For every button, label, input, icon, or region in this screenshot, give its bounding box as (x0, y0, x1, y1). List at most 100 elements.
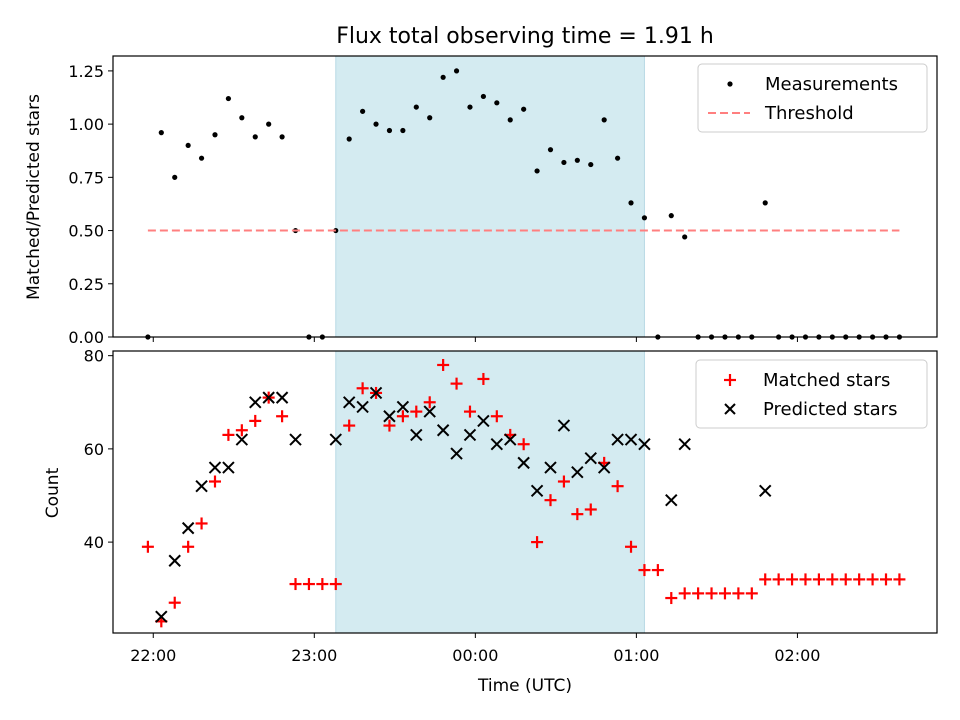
predicted-star-point (584, 451, 597, 465)
predicted-star-point (490, 438, 504, 451)
measurement-point (427, 115, 433, 121)
top-panel-frame (112, 55, 938, 338)
measurement-point (762, 200, 768, 206)
measurement-point (453, 68, 460, 74)
matched-star-point (772, 573, 785, 586)
measurement-point (494, 100, 500, 106)
legend-marker-predicted (724, 403, 736, 415)
matched-star-point (356, 382, 369, 395)
predicted-star-point (678, 438, 691, 451)
predicted-star-point (235, 433, 249, 446)
y-tick-label: 1.25 (68, 62, 104, 81)
predicted-star-point (369, 386, 383, 400)
predicted-star-point (436, 424, 450, 437)
measurement-point (386, 127, 393, 134)
measurement-point (682, 234, 688, 240)
y-tick-label: 1.00 (68, 115, 104, 134)
matched-star-point (718, 587, 731, 600)
measurement-point (266, 121, 272, 127)
legend-marker-matched (724, 374, 736, 386)
predicted-star-point (396, 400, 410, 414)
matched-star-point (531, 536, 544, 549)
legend-label-threshold: Threshold (764, 103, 854, 124)
measurement-point (561, 159, 567, 166)
predicted-star-point (275, 391, 289, 404)
matched-star-point (745, 587, 758, 600)
measurement-point (521, 106, 527, 112)
predicted-star-point (168, 554, 181, 567)
measurement-point (413, 104, 419, 110)
predicted-star-point (383, 410, 396, 423)
measurement-point (628, 200, 634, 206)
predicted-star-point (262, 391, 275, 404)
measurement-point (239, 115, 245, 121)
y-tick-label: 40 (84, 533, 104, 552)
matched-star-point (839, 573, 852, 586)
predicted-star-point (638, 438, 651, 451)
predicted-star-point (477, 414, 490, 428)
matched-star-point (866, 573, 879, 586)
measurement-point (614, 155, 621, 161)
y-axis-label-count: Count (43, 467, 63, 518)
matched-star-point (826, 573, 839, 586)
predicted-star-point (342, 396, 356, 409)
top-x-ticks (152, 337, 798, 342)
bottom-panel-marks (141, 351, 906, 633)
predicted-star-point (423, 405, 436, 418)
matched-star-point (463, 405, 476, 418)
y-tick-label: 0.00 (68, 328, 104, 347)
measurement-point (547, 147, 554, 153)
predicted-star-point (530, 484, 544, 498)
matched-star-point (571, 508, 584, 521)
matched-star-point (302, 578, 315, 591)
matched-star-point (786, 573, 799, 586)
legend-label-matched: Matched stars (763, 370, 890, 391)
measurement-point (534, 168, 540, 174)
observing-interval-shading (335, 56, 645, 337)
measurement-point (346, 136, 352, 142)
matched-star-point (276, 410, 289, 423)
measurement-point (400, 127, 406, 134)
predicted-star-point (450, 447, 463, 460)
matched-star-point (423, 396, 436, 409)
matched-star-point (638, 564, 651, 577)
predicted-star-point (181, 521, 195, 535)
matched-star-point (249, 414, 262, 427)
predicted-star-point (517, 456, 530, 470)
matched-star-point (692, 587, 705, 600)
chart-title: Flux total observing time = 1.91 h (336, 24, 714, 49)
predicted-star-point (289, 433, 302, 446)
matched-star-point (517, 438, 530, 451)
matched-star-point (584, 503, 597, 516)
top-panel-marks (145, 56, 903, 340)
matched-star-point (168, 596, 181, 609)
matched-star-point (222, 428, 235, 441)
predicted-star-point (557, 419, 571, 432)
observing-interval-shading (335, 351, 645, 633)
matched-star-point (651, 564, 664, 577)
predicted-star-point (665, 493, 678, 507)
top-panel: 0.00 0.25 0.50 0.75 1.00 1.25 Matched/Predict… (24, 55, 938, 347)
predicted-star-point (222, 461, 235, 474)
legend-label-predicted: Predicted stars (763, 399, 897, 420)
predicted-star-point (571, 465, 584, 479)
measurement-point (225, 95, 232, 102)
matched-star-point (410, 405, 423, 418)
matched-star-point (437, 358, 450, 371)
top-y-ticks: 0.00 0.25 0.50 0.75 1.00 1.25 (68, 62, 113, 347)
matched-star-point (544, 494, 557, 507)
matched-star-point (705, 587, 718, 600)
x-tick-label: 22:00 (130, 646, 176, 665)
y-axis-label-ratio: Matched/Predicted stars (24, 94, 44, 300)
measurement-point (601, 117, 607, 123)
matched-star-point (557, 475, 570, 488)
matched-star-point (678, 587, 691, 600)
measurement-point (588, 161, 594, 168)
matched-star-point (343, 419, 356, 432)
matched-star-point (477, 372, 490, 385)
legend-top: Measurements Threshold (697, 63, 928, 133)
measurement-point (158, 130, 164, 136)
predicted-star-point (597, 461, 611, 474)
predicted-star-point (759, 484, 772, 498)
